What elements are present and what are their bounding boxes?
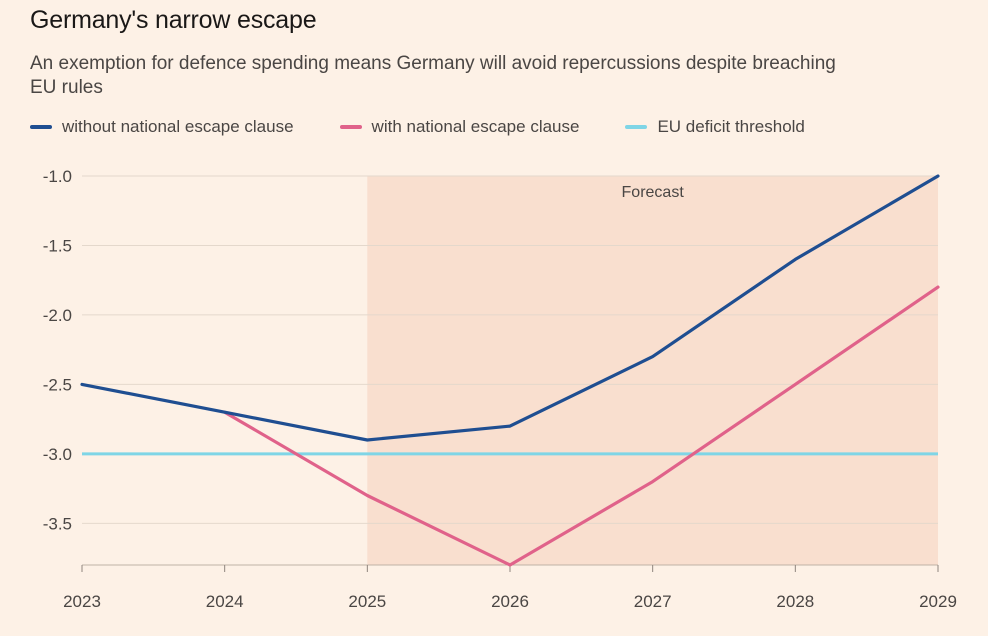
x-tick-label: 2027 — [634, 592, 672, 611]
legend-label-without-clause: without national escape clause — [62, 117, 294, 136]
x-tick-label: 2023 — [63, 592, 101, 611]
y-tick-label: -3.5 — [43, 514, 72, 533]
legend-swatch-without-clause — [30, 125, 52, 129]
chart-legend: without national escape clause with nati… — [30, 117, 851, 137]
x-tick-label: 2028 — [776, 592, 814, 611]
legend-item-threshold: EU deficit threshold — [625, 117, 805, 137]
forecast-label: Forecast — [622, 184, 685, 201]
x-tick-label: 2026 — [491, 592, 529, 611]
series-layer — [80, 174, 940, 567]
y-tick-label: -1.5 — [43, 236, 72, 255]
legend-item-with-clause: with national escape clause — [339, 117, 580, 137]
x-tick-label: 2029 — [919, 592, 957, 611]
x-tick-label: 2024 — [206, 592, 244, 611]
x-axis-labels: 2023 2024 2025 2026 2027 2028 2029 — [63, 565, 957, 611]
legend-swatch-with-clause — [339, 125, 362, 129]
legend-item-without-clause: without national escape clause — [30, 117, 294, 137]
series-line-with-clause — [223, 285, 940, 567]
legend-label-threshold: EU deficit threshold — [657, 117, 805, 136]
y-tick-label: -3.0 — [43, 445, 72, 464]
legend-label-with-clause: with national escape clause — [371, 117, 580, 136]
forecast-region-layer: Forecast — [367, 176, 938, 565]
legend-swatch-threshold — [625, 125, 648, 129]
y-axis-labels: -1.0 -1.5 -2.0 -2.5 -3.0 -3.5 — [43, 167, 72, 533]
x-tick-label: 2025 — [348, 592, 386, 611]
chart-title: Germany's narrow escape — [30, 6, 317, 34]
chart-subtitle: An exemption for defence spending means … — [30, 53, 836, 98]
y-tick-label: -1.0 — [43, 167, 72, 186]
series-line-without-clause — [80, 174, 940, 442]
forecast-region — [367, 176, 938, 565]
y-tick-label: -2.0 — [43, 306, 72, 325]
y-tick-label: -2.5 — [43, 375, 72, 394]
